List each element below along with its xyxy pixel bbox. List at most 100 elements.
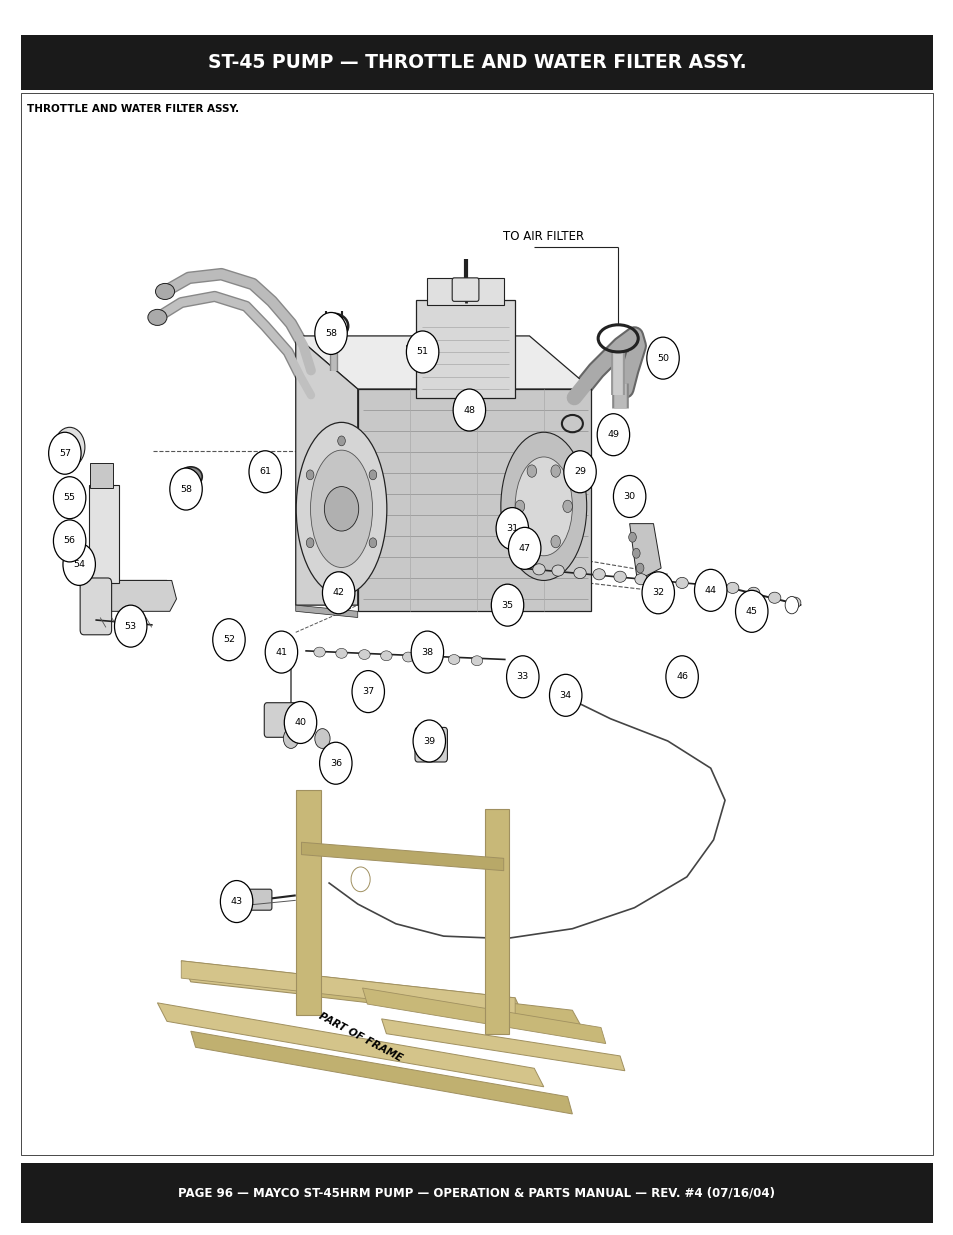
Text: 55: 55: [64, 493, 75, 503]
Polygon shape: [181, 961, 524, 1019]
Polygon shape: [295, 790, 320, 1015]
FancyBboxPatch shape: [90, 463, 112, 488]
Text: PART OF FRAME: PART OF FRAME: [316, 1011, 404, 1063]
Text: THROTTLE AND WATER FILTER ASSY.: THROTTLE AND WATER FILTER ASSY.: [27, 104, 238, 114]
Text: 39: 39: [423, 736, 435, 746]
Circle shape: [337, 436, 345, 446]
Circle shape: [283, 729, 298, 748]
Circle shape: [369, 538, 376, 548]
Text: 29: 29: [574, 467, 585, 477]
Text: 47: 47: [518, 543, 530, 553]
Polygon shape: [78, 580, 172, 593]
Text: 48: 48: [463, 405, 475, 415]
Ellipse shape: [654, 574, 666, 585]
Polygon shape: [181, 961, 515, 1015]
FancyBboxPatch shape: [264, 703, 308, 737]
Circle shape: [63, 543, 95, 585]
Text: 50: 50: [657, 353, 668, 363]
Polygon shape: [295, 336, 591, 389]
Polygon shape: [484, 809, 509, 1034]
FancyBboxPatch shape: [427, 278, 503, 305]
Circle shape: [314, 729, 330, 748]
Circle shape: [413, 720, 445, 762]
Ellipse shape: [747, 587, 759, 599]
Text: 41: 41: [275, 647, 287, 657]
Text: 46: 46: [676, 672, 687, 682]
FancyBboxPatch shape: [89, 485, 119, 583]
Circle shape: [563, 451, 596, 493]
Text: 54: 54: [73, 559, 85, 569]
FancyBboxPatch shape: [416, 300, 515, 398]
Circle shape: [526, 536, 536, 548]
Polygon shape: [295, 978, 581, 1028]
Text: 58: 58: [180, 484, 192, 494]
Circle shape: [406, 331, 438, 373]
Circle shape: [49, 432, 81, 474]
Circle shape: [170, 468, 202, 510]
Text: ST-45 PUMP — THROTTLE AND WATER FILTER ASSY.: ST-45 PUMP — THROTTLE AND WATER FILTER A…: [208, 53, 745, 72]
Circle shape: [784, 597, 798, 614]
Polygon shape: [191, 1031, 572, 1114]
Text: 58: 58: [325, 329, 336, 338]
FancyBboxPatch shape: [21, 36, 932, 90]
Polygon shape: [295, 336, 357, 605]
Polygon shape: [381, 1019, 624, 1071]
Circle shape: [641, 572, 674, 614]
Text: 44: 44: [704, 585, 716, 595]
Circle shape: [53, 477, 86, 519]
Circle shape: [453, 389, 485, 431]
Circle shape: [613, 475, 645, 517]
Ellipse shape: [402, 652, 414, 662]
Circle shape: [550, 464, 559, 477]
Polygon shape: [629, 524, 660, 580]
Circle shape: [114, 605, 147, 647]
Text: 37: 37: [362, 687, 374, 697]
Circle shape: [549, 674, 581, 716]
Ellipse shape: [635, 573, 646, 584]
Ellipse shape: [675, 578, 687, 589]
FancyBboxPatch shape: [452, 278, 478, 301]
Circle shape: [411, 631, 443, 673]
Circle shape: [515, 500, 524, 513]
Ellipse shape: [380, 651, 392, 661]
Circle shape: [306, 471, 314, 480]
FancyBboxPatch shape: [241, 889, 272, 910]
Circle shape: [306, 538, 314, 548]
Ellipse shape: [767, 592, 781, 604]
Ellipse shape: [295, 422, 386, 595]
Ellipse shape: [726, 583, 738, 594]
Polygon shape: [82, 580, 176, 611]
Ellipse shape: [532, 563, 544, 574]
Circle shape: [337, 572, 345, 582]
Ellipse shape: [551, 564, 563, 576]
Circle shape: [646, 337, 679, 379]
Text: 45: 45: [745, 606, 757, 616]
Ellipse shape: [471, 656, 482, 666]
Ellipse shape: [592, 568, 605, 580]
FancyBboxPatch shape: [80, 578, 112, 635]
Text: 32: 32: [652, 588, 663, 598]
Circle shape: [351, 867, 370, 892]
Ellipse shape: [358, 650, 370, 659]
Polygon shape: [301, 842, 503, 871]
Circle shape: [352, 671, 384, 713]
Circle shape: [62, 437, 77, 457]
Ellipse shape: [148, 309, 167, 326]
Text: 43: 43: [231, 897, 242, 906]
Circle shape: [526, 464, 536, 477]
Ellipse shape: [614, 571, 625, 583]
Circle shape: [213, 619, 245, 661]
FancyBboxPatch shape: [21, 1163, 932, 1223]
Text: TO AIR FILTER: TO AIR FILTER: [502, 230, 583, 243]
Text: 51: 51: [416, 347, 428, 357]
Ellipse shape: [500, 432, 586, 580]
Ellipse shape: [515, 457, 572, 556]
Text: 34: 34: [559, 690, 571, 700]
Polygon shape: [357, 389, 591, 611]
Ellipse shape: [335, 648, 347, 658]
Ellipse shape: [573, 568, 585, 578]
Circle shape: [319, 742, 352, 784]
Text: 35: 35: [501, 600, 513, 610]
Ellipse shape: [310, 451, 372, 568]
Ellipse shape: [787, 597, 800, 608]
